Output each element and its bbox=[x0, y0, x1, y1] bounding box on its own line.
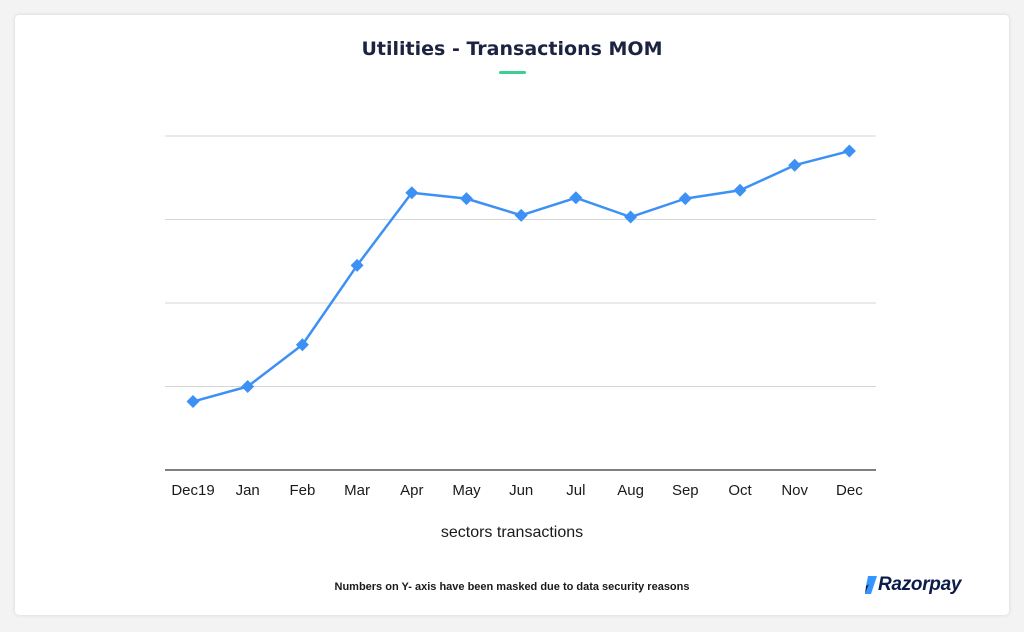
x-tick-label: Nov bbox=[781, 482, 808, 499]
x-tick-label: May bbox=[452, 482, 481, 499]
data-point bbox=[842, 144, 856, 158]
footnote: Numbers on Y- axis have been masked due … bbox=[334, 581, 690, 593]
data-point bbox=[460, 192, 473, 206]
chart-card bbox=[15, 15, 1009, 615]
data-point bbox=[624, 210, 638, 224]
data-point bbox=[186, 395, 200, 409]
data-point bbox=[514, 208, 528, 222]
x-tick-label: Jan bbox=[236, 482, 260, 499]
x-tick-label: Aug bbox=[617, 482, 644, 499]
data-point bbox=[788, 158, 802, 172]
x-tick-label: Feb bbox=[289, 482, 315, 499]
razorpay-logo-icon bbox=[865, 576, 877, 594]
x-tick-labels: Dec19 Jan Feb Mar Apr May Jun Jul Aug Sep Oct Nov De… bbox=[171, 482, 863, 499]
x-tick-label: Dec19 bbox=[171, 482, 214, 499]
x-axis-label: sectors transactions bbox=[440, 524, 584, 541]
title-underline bbox=[499, 71, 526, 74]
chart-title: Utilities - Transactions MOM bbox=[361, 38, 663, 60]
data-point bbox=[569, 191, 583, 205]
data-point bbox=[678, 192, 692, 206]
data-point bbox=[733, 183, 747, 197]
series-layer bbox=[186, 144, 856, 409]
series-line bbox=[192, 149, 850, 403]
x-tick-label: Jul bbox=[566, 482, 585, 499]
x-tick-label: Oct bbox=[728, 482, 752, 499]
razorpay-logo: Razorpay bbox=[862, 572, 961, 598]
data-point bbox=[405, 186, 419, 200]
logo-text: Razorpay bbox=[878, 574, 962, 595]
data-point bbox=[350, 258, 364, 272]
x-tick-label: Dec bbox=[836, 482, 863, 499]
x-tick-label: Mar bbox=[344, 482, 370, 499]
x-tick-label: Apr bbox=[400, 482, 423, 499]
x-tick-label: Jun bbox=[509, 482, 533, 499]
gridlines bbox=[165, 135, 876, 387]
data-point bbox=[295, 338, 309, 352]
x-tick-label: Sep bbox=[672, 482, 699, 499]
data-point bbox=[241, 380, 255, 393]
